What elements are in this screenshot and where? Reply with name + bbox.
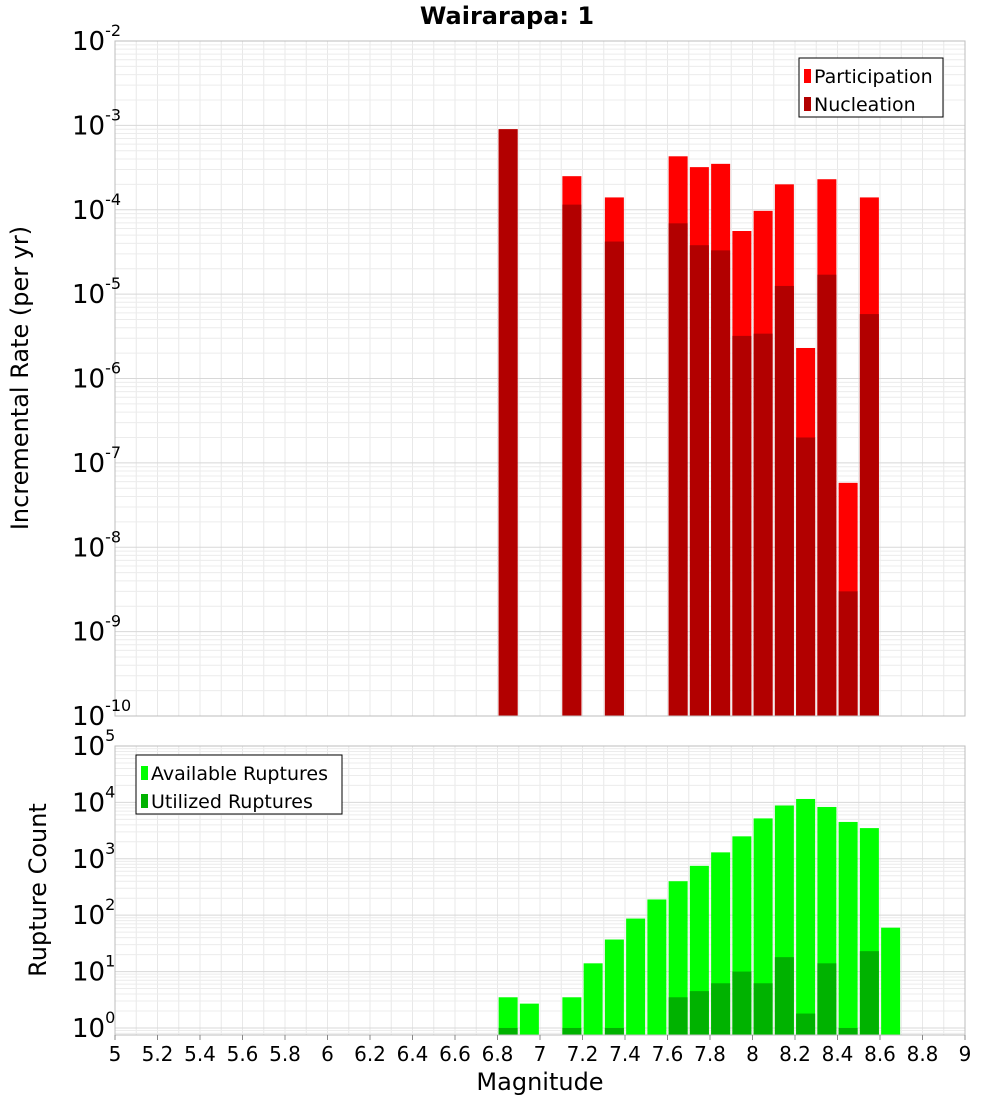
y-tick-label: 105 bbox=[72, 726, 115, 762]
bar-nucleation bbox=[796, 437, 816, 716]
bar-utilized-ruptures bbox=[604, 1027, 624, 1035]
x-tick-label: 7.8 bbox=[694, 1042, 726, 1066]
bar-utilized-ruptures bbox=[753, 983, 773, 1035]
y-tick-label: 10-10 bbox=[72, 696, 131, 732]
bar-utilized-ruptures bbox=[817, 963, 837, 1035]
x-tick-label: 5.8 bbox=[269, 1042, 301, 1066]
y-tick-label: 10-9 bbox=[72, 612, 121, 648]
legend: Available Ruptures Utilized Ruptures bbox=[135, 754, 343, 815]
y-tick-label: 10-7 bbox=[72, 443, 121, 479]
bar-available-ruptures bbox=[583, 963, 603, 1035]
bar-nucleation bbox=[838, 591, 858, 716]
x-tick-label: 6.6 bbox=[439, 1042, 471, 1066]
legend: Participation Nucleation bbox=[798, 57, 944, 118]
y-tick-label: 103 bbox=[72, 839, 115, 875]
bar-nucleation bbox=[753, 333, 773, 716]
y-tick-label: 10-2 bbox=[72, 21, 121, 57]
legend-label: Participation bbox=[814, 66, 933, 88]
x-tick-label: 6 bbox=[321, 1042, 334, 1066]
legend-box bbox=[135, 754, 343, 815]
bar-nucleation bbox=[604, 241, 624, 717]
bar-available-ruptures bbox=[626, 918, 646, 1035]
x-tick-label: 8.4 bbox=[822, 1042, 854, 1066]
bar-utilized-ruptures bbox=[796, 1013, 816, 1035]
x-tick-label: 7.6 bbox=[652, 1042, 684, 1066]
bar-nucleation bbox=[711, 250, 731, 717]
bar-utilized-ruptures bbox=[498, 1027, 518, 1035]
y-tick-label: 101 bbox=[72, 952, 115, 988]
bar-utilized-ruptures bbox=[838, 1027, 858, 1035]
rate-plot: 10-10 10-9 10-8 10-7 10-6 10-5 10-4 10-3 10-2 Par… bbox=[72, 21, 966, 732]
bar-available-ruptures bbox=[562, 997, 582, 1035]
y-tick-label: 10-5 bbox=[72, 274, 121, 310]
bar-available-ruptures bbox=[647, 899, 667, 1035]
bar-nucleation bbox=[859, 314, 879, 716]
x-tick-label: 6.2 bbox=[354, 1042, 386, 1066]
x-tick-label: 7 bbox=[534, 1042, 547, 1066]
bar-utilized-ruptures bbox=[732, 971, 752, 1035]
y-tick-label: 10-4 bbox=[72, 190, 121, 226]
bar-nucleation bbox=[732, 335, 752, 716]
x-tick-label: 6.4 bbox=[397, 1042, 429, 1066]
bar-available-ruptures bbox=[668, 881, 688, 1035]
bar-available-ruptures bbox=[498, 997, 518, 1035]
bar-available-ruptures bbox=[881, 927, 901, 1035]
x-tick-label: 8.2 bbox=[779, 1042, 811, 1066]
x-tick-label: 8.8 bbox=[907, 1042, 939, 1066]
bar-utilized-ruptures bbox=[859, 951, 879, 1035]
bar-available-ruptures bbox=[604, 939, 624, 1035]
legend-swatch bbox=[141, 766, 148, 780]
y-tick-label: 10-8 bbox=[72, 527, 121, 563]
bar-available-ruptures bbox=[753, 818, 773, 1035]
x-tick-label: 5.4 bbox=[184, 1042, 216, 1066]
y-tick-label: 10-3 bbox=[72, 105, 121, 141]
bar-nucleation bbox=[562, 204, 582, 717]
bottom-y-axis-label: Rupture Count bbox=[24, 803, 52, 977]
y-tick-label: 104 bbox=[72, 782, 115, 818]
x-tick-label: 7.4 bbox=[609, 1042, 641, 1066]
bar-available-ruptures bbox=[519, 1003, 539, 1035]
bar-utilized-ruptures bbox=[668, 997, 688, 1035]
bar-nucleation bbox=[774, 285, 794, 716]
top-y-axis-label: Incremental Rate (per yr) bbox=[6, 226, 34, 530]
legend-swatch bbox=[141, 794, 148, 808]
x-tick-label: 8 bbox=[746, 1042, 759, 1066]
y-tick-label: 100 bbox=[72, 1008, 115, 1044]
x-tick-label: 8.6 bbox=[864, 1042, 896, 1066]
bar-nucleation bbox=[817, 274, 837, 716]
legend-box bbox=[798, 57, 944, 118]
bar-utilized-ruptures bbox=[562, 1027, 582, 1035]
bar-available-ruptures bbox=[796, 798, 816, 1035]
x-tick-label: 9 bbox=[959, 1042, 972, 1066]
legend-label: Utilized Ruptures bbox=[151, 791, 313, 813]
bar-utilized-ruptures bbox=[689, 991, 709, 1035]
bar-utilized-ruptures bbox=[774, 957, 794, 1035]
bar-nucleation bbox=[689, 245, 709, 717]
x-tick-label: 7.2 bbox=[567, 1042, 599, 1066]
x-tick-label: 5.6 bbox=[227, 1042, 259, 1066]
bar-nucleation bbox=[668, 223, 688, 716]
x-tick-label: 5 bbox=[109, 1042, 122, 1066]
x-tick-label: 6.8 bbox=[482, 1042, 514, 1066]
y-tick-label: 10-6 bbox=[72, 359, 121, 395]
plot-frame bbox=[114, 40, 966, 717]
legend-label: Available Ruptures bbox=[151, 763, 328, 785]
legend-label: Nucleation bbox=[814, 94, 916, 116]
chart-title: Wairarapa: 1 bbox=[420, 2, 594, 30]
bar-utilized-ruptures bbox=[711, 983, 731, 1035]
rupture-count-plot: 100 101 102 103 104 105 Available Ruptures Util… bbox=[72, 726, 971, 1066]
bar-available-ruptures bbox=[838, 821, 858, 1035]
bar-nucleation bbox=[498, 129, 518, 717]
legend-swatch bbox=[804, 97, 811, 111]
legend-swatch bbox=[804, 69, 811, 83]
y-tick-label: 102 bbox=[72, 895, 115, 931]
x-axis-label: Magnitude bbox=[476, 1068, 603, 1096]
x-tick-label: 5.2 bbox=[142, 1042, 174, 1066]
